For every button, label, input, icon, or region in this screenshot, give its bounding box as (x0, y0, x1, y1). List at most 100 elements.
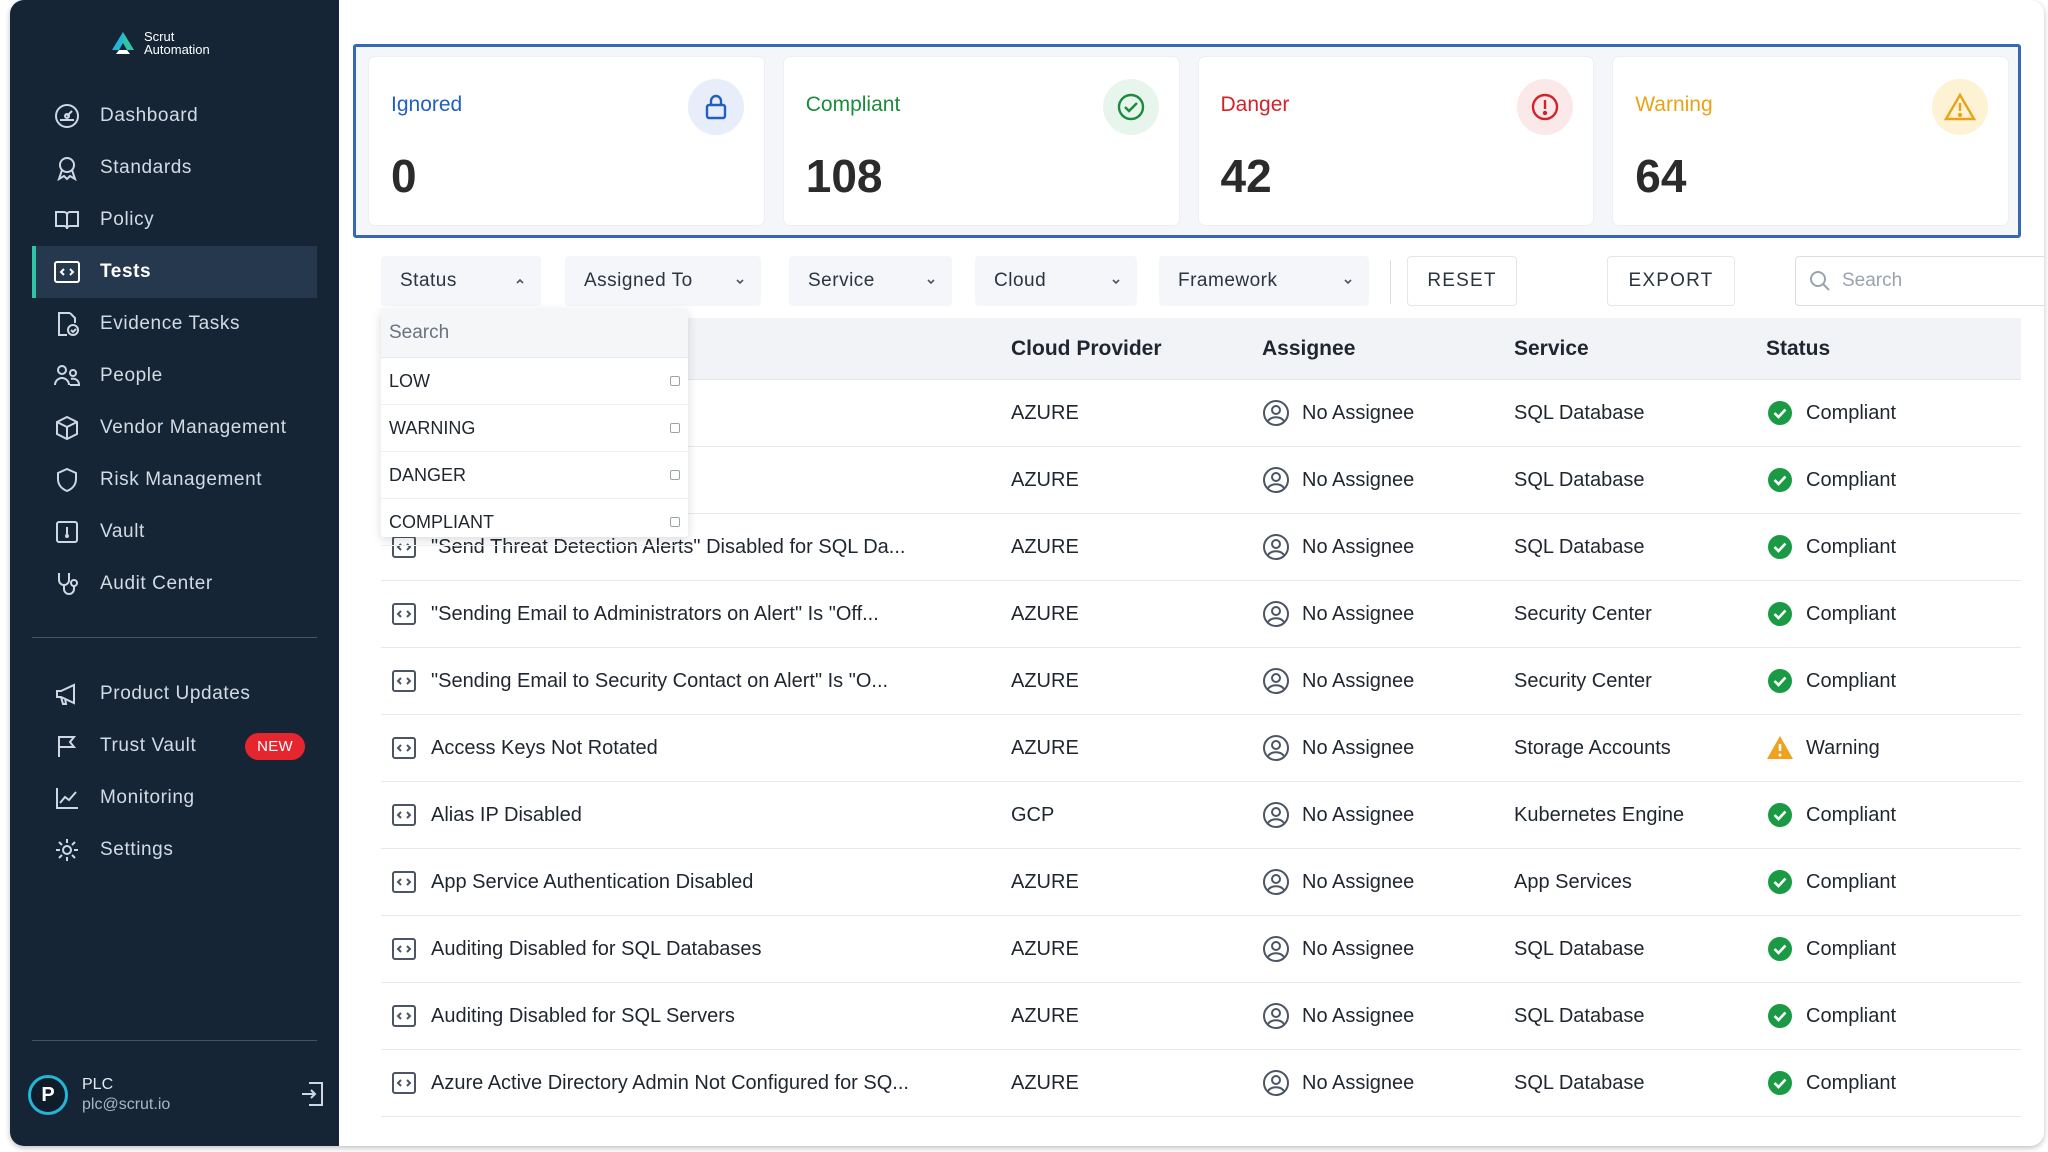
test-name-cell[interactable]: "Sending Email to Administrators on Aler… (381, 601, 1011, 627)
sidebar-item-label: People (100, 365, 163, 386)
assignee-cell[interactable]: No Assignee (1262, 1002, 1514, 1030)
test-name-cell[interactable]: "Send Threat Detection Alerts" Disabled … (381, 534, 1011, 560)
test-name-cell[interactable]: Auditing Disabled for SQL Databases (381, 936, 1011, 962)
sidebar-item-tests[interactable]: Tests (32, 246, 317, 298)
status-label: Compliant (1806, 1071, 1897, 1094)
card-warning[interactable]: Warning 64 (1613, 57, 2008, 225)
sidebar-item-trust-vault[interactable]: Trust Vault NEW (32, 720, 317, 772)
card-ignored[interactable]: Ignored 0 (369, 57, 764, 225)
user-circle-icon (1263, 400, 1289, 426)
column-header-assignee[interactable]: Assignee (1262, 336, 1356, 360)
export-button[interactable]: EXPORT (1607, 256, 1735, 306)
table-row[interactable]: Auditing Disabled for SQL Databases AZURE… (381, 916, 2021, 983)
status-cell: Compliant (1766, 466, 2021, 494)
assignee-cell[interactable]: No Assignee (1262, 399, 1514, 427)
user-circle-icon (1263, 534, 1289, 560)
option-checkbox[interactable] (670, 376, 680, 386)
code-window-icon (392, 603, 416, 625)
sidebar-item-audit-center[interactable]: Audit Center (32, 558, 317, 610)
table-row[interactable]: App Service Authentication Disabled AZURE… (381, 849, 2021, 916)
sidebar-item-vendor-management[interactable]: Vendor Management (32, 402, 317, 454)
line-chart-icon (52, 783, 82, 813)
test-name-cell[interactable]: "Sending Email to Security Contact on Al… (381, 668, 1011, 694)
status-filter[interactable]: Status (381, 256, 541, 306)
logout-icon[interactable] (298, 1080, 326, 1108)
filter-bar: Status Assigned To Service Cloud Framewo… (381, 256, 2044, 306)
sidebar-item-settings[interactable]: Settings (32, 824, 317, 876)
status-dropdown: LOW WARNING DANGER COMPLIANT (381, 309, 688, 546)
column-header-service[interactable]: Service (1514, 336, 1589, 360)
status-label: Compliant (1806, 937, 1897, 960)
cloud-provider-cell: AZURE (1011, 535, 1079, 558)
service-cell: SQL Database (1514, 1071, 1645, 1094)
sidebar-item-dashboard[interactable]: Dashboard (32, 90, 317, 142)
test-name-cell[interactable]: Azure Active Directory Admin Not Configu… (381, 1070, 1011, 1096)
sidebar-item-label: Audit Center (100, 573, 213, 594)
filter-label: Framework (1178, 270, 1278, 291)
status-option-warning[interactable]: WARNING (381, 405, 688, 452)
table-row[interactable]: Access Keys Not Rotated AZURE No Assignee S… (381, 715, 2021, 782)
test-name-cell[interactable]: Auditing Disabled for SQL Servers (381, 1003, 1011, 1029)
test-name: Access Keys Not Rotated (431, 736, 658, 759)
card-danger[interactable]: Danger 42 (1198, 57, 1594, 225)
column-header-status[interactable]: Status (1766, 336, 1831, 360)
test-name-cell[interactable]: App Service Authentication Disabled (381, 869, 1011, 895)
search-input[interactable] (1842, 270, 2042, 292)
option-checkbox[interactable] (670, 517, 680, 527)
table-row[interactable]: "Sending Email to Security Contact on Al… (381, 648, 2021, 715)
app-logo[interactable]: Scrut Automation (110, 30, 210, 56)
assignee-cell[interactable]: No Assignee (1262, 734, 1514, 762)
search-box[interactable] (1795, 256, 2044, 306)
status-label: Compliant (1806, 535, 1897, 558)
status-option-danger[interactable]: DANGER (381, 452, 688, 499)
option-checkbox[interactable] (670, 470, 680, 480)
option-checkbox[interactable] (670, 423, 680, 433)
assignee-cell[interactable]: No Assignee (1262, 667, 1514, 695)
megaphone-icon (52, 679, 82, 709)
sidebar-item-monitoring[interactable]: Monitoring (32, 772, 317, 824)
cloud-filter[interactable]: Cloud (975, 256, 1137, 306)
test-name-cell[interactable]: Alias IP Disabled (381, 802, 1011, 828)
table-row[interactable]: "Sending Email to Administrators on Aler… (381, 581, 2021, 648)
test-name-cell[interactable]: Access Keys Not Rotated (381, 735, 1011, 761)
service-filter[interactable]: Service (789, 256, 952, 306)
status-label: Compliant (1806, 669, 1897, 692)
chevron-down-icon (736, 279, 744, 285)
sidebar-item-evidence-tasks[interactable]: Evidence Tasks (32, 298, 317, 350)
assignee-cell[interactable]: No Assignee (1262, 801, 1514, 829)
sidebar-item-product-updates[interactable]: Product Updates (32, 668, 317, 720)
status-option-compliant[interactable]: COMPLIANT (381, 499, 688, 546)
framework-filter[interactable]: Framework (1159, 256, 1369, 306)
assignee-cell[interactable]: No Assignee (1262, 935, 1514, 963)
assignee-cell[interactable]: No Assignee (1262, 1069, 1514, 1097)
sidebar-item-people[interactable]: People (32, 350, 317, 402)
assignee-cell[interactable]: No Assignee (1262, 533, 1514, 561)
sidebar-item-risk-management[interactable]: Risk Management (32, 454, 317, 506)
sidebar-item-label: Settings (100, 839, 174, 860)
option-label: COMPLIANT (389, 511, 495, 532)
sidebar-item-label: Trust Vault (100, 735, 197, 756)
card-compliant[interactable]: Compliant 108 (783, 57, 1179, 225)
cloud-provider-cell: AZURE (1011, 401, 1079, 424)
sidebar-item-vault[interactable]: Vault (32, 506, 317, 558)
status-option-low[interactable]: LOW (381, 358, 688, 405)
assignee-cell[interactable]: No Assignee (1262, 600, 1514, 628)
test-name: "Sending Email to Security Contact on Al… (431, 669, 889, 692)
sidebar-item-policy[interactable]: Policy (32, 194, 317, 246)
assignee-cell[interactable]: No Assignee (1262, 868, 1514, 896)
table-row[interactable]: Alias IP Disabled GCP No Assignee Kubernete… (381, 782, 2021, 849)
sidebar-item-label: Evidence Tasks (100, 313, 241, 334)
assigned-to-filter[interactable]: Assigned To (565, 256, 761, 306)
reset-button[interactable]: RESET (1407, 256, 1517, 306)
sidebar-item-standards[interactable]: Standards (32, 142, 317, 194)
table-row[interactable]: Azure Active Directory Admin Not Configu… (381, 1050, 2021, 1117)
table-row[interactable]: "Send Threat Detection Alerts" Disabled … (381, 514, 2021, 581)
user-profile[interactable]: P PLC plc@scrut.io (28, 1070, 328, 1120)
scrut-logo-icon (112, 32, 134, 54)
cloud-provider-cell: AZURE (1011, 937, 1079, 960)
check-circle-icon (1102, 79, 1159, 135)
table-row[interactable]: Auditing Disabled for SQL Servers AZURE No… (381, 983, 2021, 1050)
assignee-cell[interactable]: No Assignee (1262, 466, 1514, 494)
dropdown-search-input[interactable] (381, 322, 671, 344)
column-header-cloud-provider[interactable]: Cloud Provider (1011, 336, 1162, 360)
